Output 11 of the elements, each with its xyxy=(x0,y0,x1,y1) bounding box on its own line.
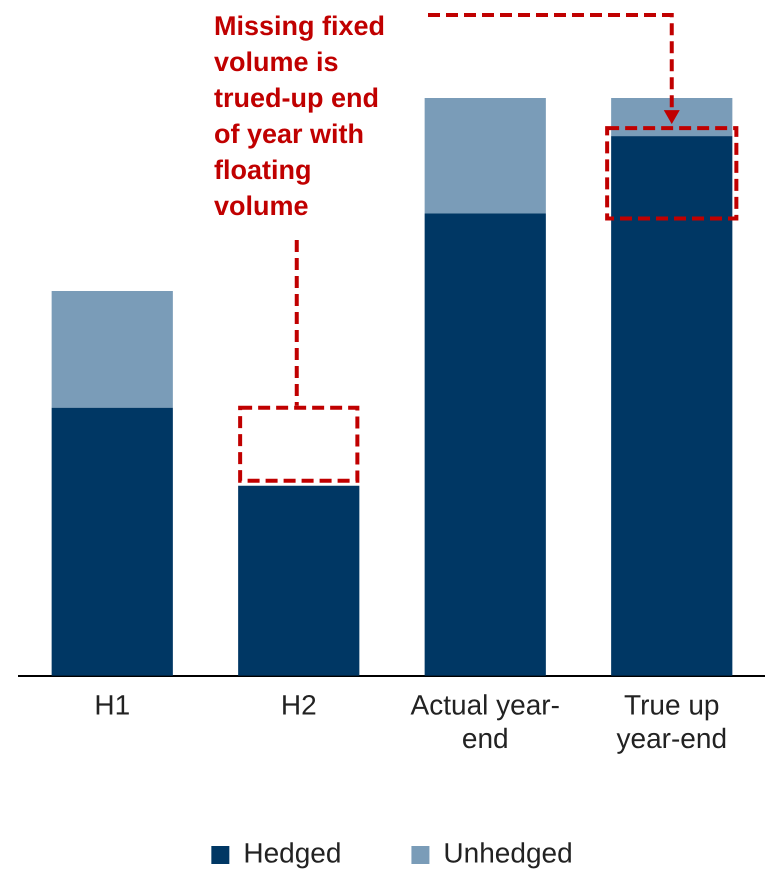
x-tick-label: Actual year-end xyxy=(410,689,560,754)
legend-label: Unhedged xyxy=(443,838,573,869)
annotation: Missing fixed volume is trued-up end of year with floating volume xyxy=(214,10,386,223)
x-tick-label: H1 xyxy=(94,689,130,720)
legend-label: Hedged xyxy=(243,838,342,869)
bar xyxy=(424,214,546,676)
x-tick-label: True up year-end xyxy=(616,689,728,754)
x-tick-label: H2 xyxy=(280,689,317,720)
bar xyxy=(52,408,173,676)
bar xyxy=(52,290,173,408)
bar xyxy=(238,486,360,676)
